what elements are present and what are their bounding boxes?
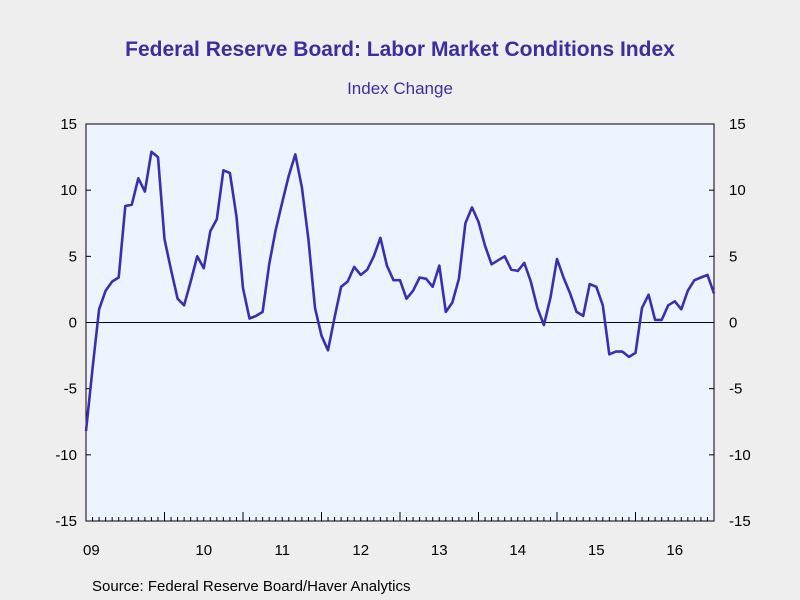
y-axis-right: 15 10 5 0 -5 -10 -15 — [709, 116, 751, 530]
x-tick-label: 12 — [352, 542, 369, 559]
y-tick-label-left: 10 — [60, 182, 77, 199]
y-tick-label-right: -5 — [729, 381, 742, 398]
y-tick-label-right: 5 — [729, 248, 737, 265]
x-axis: 09 10 11 12 13 14 15 16 — [83, 512, 715, 559]
x-tick-label: 13 — [431, 542, 448, 559]
series-line — [84, 150, 716, 432]
y-tick-label-right: 10 — [729, 182, 746, 199]
y-tick-label-right: -15 — [729, 513, 751, 530]
x-tick-label: 10 — [195, 542, 212, 559]
y-tick-label-left: -10 — [55, 447, 77, 464]
y-tick-label-left: -15 — [55, 513, 77, 530]
y-tick-label-left: 15 — [60, 116, 77, 133]
chart-subtitle: Index Change — [347, 79, 453, 98]
series-group — [84, 150, 716, 432]
x-tick-label: 14 — [509, 542, 526, 559]
y-tick-label-left: 5 — [69, 248, 77, 265]
x-tick-label: 15 — [588, 542, 605, 559]
y-tick-label-left: -5 — [64, 381, 77, 398]
y-tick-label-left: 0 — [69, 315, 77, 332]
source-note: Source: Federal Reserve Board/Haver Anal… — [92, 578, 411, 595]
y-axis-left: 15 10 5 0 -5 -10 -15 — [55, 116, 91, 530]
x-tick-label: 16 — [666, 542, 683, 559]
y-tick-label-right: 0 — [729, 315, 737, 332]
x-tick-label: 09 — [83, 542, 100, 559]
chart-title: Federal Reserve Board: Labor Market Cond… — [125, 38, 675, 61]
y-tick-label-right: -10 — [729, 447, 751, 464]
y-tick-label-right: 15 — [729, 116, 746, 133]
x-tick-label: 11 — [274, 542, 290, 559]
